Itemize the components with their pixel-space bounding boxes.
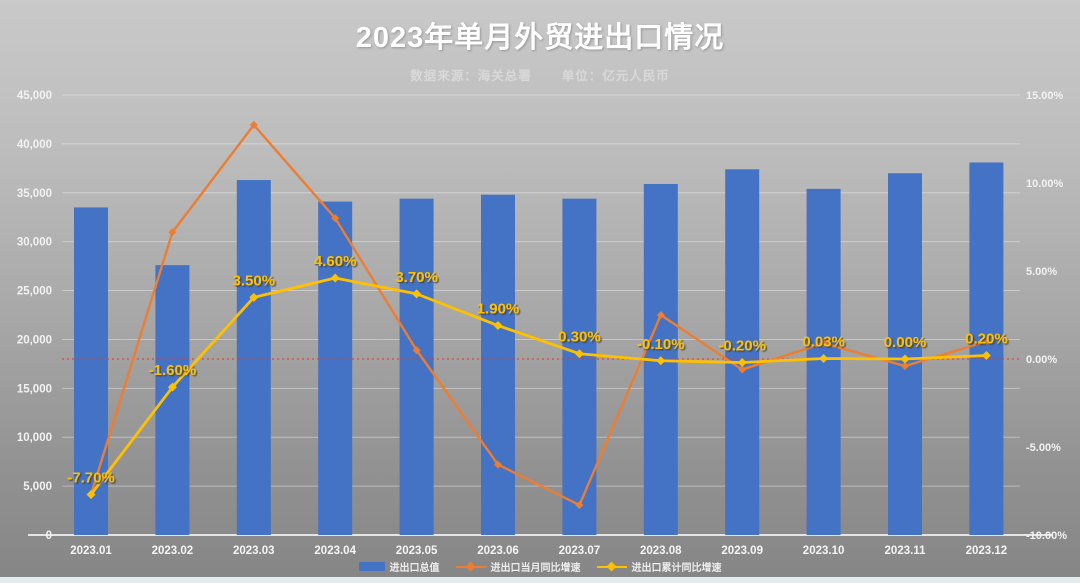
cumulative-yoy-marker xyxy=(900,354,910,364)
chart-legend: 进出口总值 进出口当月同比增速 进出口累计同比增速 xyxy=(0,559,1080,574)
x-axis-label: 2023.02 xyxy=(152,545,194,557)
monthly-yoy-marker xyxy=(819,339,828,348)
left-axis-tick: 0 xyxy=(46,530,52,542)
x-axis-label: 2023.01 xyxy=(70,545,112,557)
cumulative-yoy-marker xyxy=(737,358,747,368)
cumulative-yoy-marker xyxy=(167,382,177,392)
x-axis-label: 2023.03 xyxy=(233,545,275,557)
legend-label: 进出口当月同比增速 xyxy=(490,563,581,574)
data-label-2023.03: 3.50% xyxy=(233,272,276,289)
legend-item: 进出口当月同比增速 xyxy=(455,559,581,574)
monthly-yoy-line xyxy=(89,123,988,507)
data-label-2023.12: 0.20% xyxy=(965,330,1008,347)
x-axis-label: 2023.06 xyxy=(477,545,519,557)
data-label-2023.05: 3.70% xyxy=(395,269,438,286)
x-axis-label: 2023.09 xyxy=(721,545,763,557)
bar-2023.11 xyxy=(888,173,922,535)
legend-line-swatch-icon xyxy=(596,561,627,572)
monthly-yoy-marker xyxy=(656,311,665,319)
right-axis-tick: 0.00% xyxy=(1026,354,1057,366)
legend-diamond-marker-icon xyxy=(465,561,476,572)
monthly-yoy-marker xyxy=(249,120,258,129)
bar-2023.09 xyxy=(725,169,760,536)
left-axis-tick: 35,000 xyxy=(17,188,52,200)
left-axis-tick: 40,000 xyxy=(17,139,52,151)
monthly-yoy-marker xyxy=(168,228,177,237)
bottom-strip xyxy=(0,577,1080,583)
cumulative-yoy-marker xyxy=(493,321,503,331)
data-label-2023.07: 0.30% xyxy=(558,329,601,346)
monthly-yoy-marker xyxy=(494,460,502,469)
right-axis-tick: -10.00% xyxy=(1026,530,1067,542)
bar-2023.04 xyxy=(318,201,353,536)
bar-2023.06 xyxy=(481,194,515,535)
monthly-yoy-marker xyxy=(331,214,340,223)
right-axis-tick: -5.00% xyxy=(1026,442,1061,454)
data-label-2023.09: -0.20% xyxy=(718,338,766,355)
legend-bar-swatch-icon xyxy=(358,562,385,571)
cumulative-yoy-marker xyxy=(86,490,96,500)
legend-diamond-marker-icon xyxy=(606,561,617,572)
bar-2023.02 xyxy=(155,265,190,535)
monthly-yoy-marker xyxy=(412,346,421,355)
legend-line-swatch-icon xyxy=(455,561,486,572)
data-label-2023.06: 1.90% xyxy=(477,301,520,318)
x-axis-label: 2023.12 xyxy=(966,545,1008,557)
data-label-2023.01: -7.70% xyxy=(67,470,115,487)
chart-title: 2023年单月外贸进出口情况 xyxy=(355,22,725,54)
left-axis-tick: 30,000 xyxy=(17,237,52,249)
cumulative-yoy-line xyxy=(89,276,988,496)
cumulative-yoy-marker xyxy=(412,289,422,299)
data-label-2023.10: 0.03% xyxy=(802,333,845,350)
x-axis-label: 2023.04 xyxy=(314,545,356,557)
left-axis-tick: 5,000 xyxy=(23,481,52,493)
legend-label: 进出口累计同比增速 xyxy=(631,563,722,574)
data-label-2023.08: -0.10% xyxy=(637,336,685,353)
x-axis-label: 2023.11 xyxy=(885,545,927,557)
x-axis-label: 2023.07 xyxy=(559,545,601,557)
right-axis-tick: 15.00% xyxy=(1026,90,1064,102)
chart-subtitle: 数据来源：海关总署 单位：亿元人民币 xyxy=(0,65,1080,84)
monthly-yoy-marker xyxy=(738,365,747,374)
data-source-label: 数据来源：海关总署 xyxy=(410,69,532,83)
bar-2023.12 xyxy=(969,162,1004,535)
data-label-2023.04: 4.60% xyxy=(314,253,357,270)
monthly-yoy-marker xyxy=(901,362,909,371)
right-axis-tick: 10.00% xyxy=(1026,178,1064,190)
monthly-yoy-marker xyxy=(982,337,991,346)
left-axis-tick: 45,000 xyxy=(17,90,52,102)
data-label-2023.02: -1.60% xyxy=(149,362,197,379)
x-axis-label: 2023.08 xyxy=(640,545,682,557)
legend-item: 进出口累计同比增速 xyxy=(596,559,722,574)
legend-item: 进出口总值 xyxy=(358,559,440,574)
left-axis-tick: 25,000 xyxy=(17,286,52,298)
data-label-2023.11: 0.00% xyxy=(884,334,927,351)
monthly-yoy-marker xyxy=(575,501,584,510)
legend-label: 进出口总值 xyxy=(389,563,440,574)
unit-label: 单位：亿元人民币 xyxy=(561,69,670,83)
bar-2023.07 xyxy=(562,198,597,535)
x-axis-label: 2023.10 xyxy=(803,545,845,557)
left-axis-tick: 20,000 xyxy=(17,334,52,346)
x-axis-label: 2023.05 xyxy=(396,545,438,557)
chart-header: 2023年单月外贸进出口情况 数据来源：海关总署 单位：亿元人民币 xyxy=(0,14,1080,84)
left-axis-tick: 15,000 xyxy=(17,383,52,395)
left-axis-tick: 10,000 xyxy=(17,432,52,444)
cumulative-yoy-marker xyxy=(574,349,584,359)
right-axis-tick: 5.00% xyxy=(1026,266,1057,278)
cumulative-yoy-marker xyxy=(249,292,259,302)
cumulative-yoy-marker xyxy=(330,273,340,283)
cumulative-yoy-marker xyxy=(819,353,829,363)
cumulative-yoy-marker xyxy=(656,356,666,366)
cumulative-yoy-marker xyxy=(981,350,991,360)
bar-2023.03 xyxy=(236,180,271,536)
